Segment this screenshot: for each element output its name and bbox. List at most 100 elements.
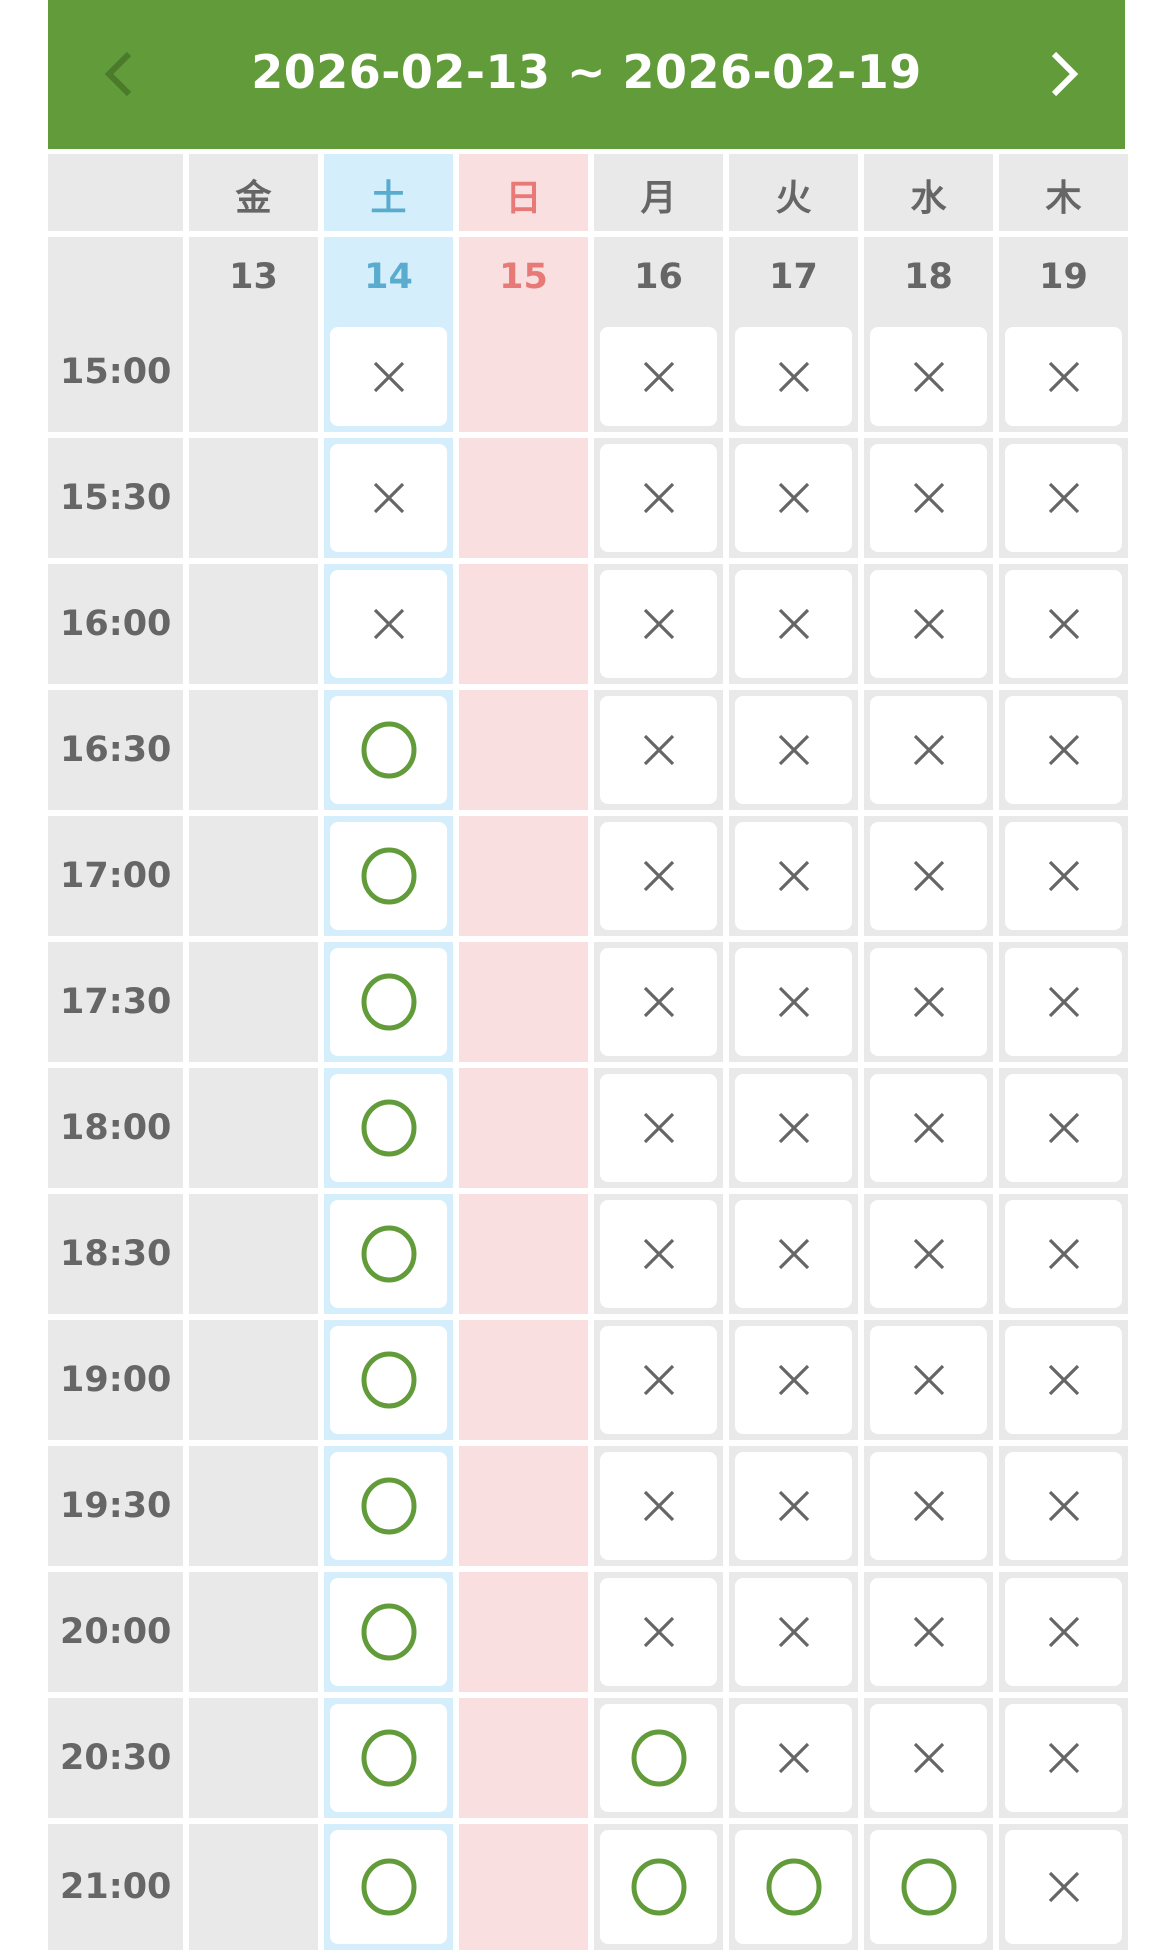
time-slot[interactable] xyxy=(999,1068,1128,1194)
time-slot[interactable] xyxy=(324,1824,453,1950)
time-slot[interactable] xyxy=(864,1824,993,1950)
time-slot[interactable] xyxy=(324,1194,453,1320)
time-slot[interactable] xyxy=(864,1194,993,1320)
time-slot[interactable] xyxy=(999,816,1128,942)
time-slot[interactable] xyxy=(729,1446,858,1572)
empty-slot xyxy=(459,564,588,690)
available-slot-button[interactable] xyxy=(330,948,447,1056)
unavailable-slot xyxy=(735,1578,852,1686)
time-slot[interactable] xyxy=(864,816,993,942)
time-slot[interactable] xyxy=(324,1572,453,1698)
empty-slot xyxy=(459,1194,588,1320)
available-slot-button[interactable] xyxy=(600,1704,717,1812)
time-slot[interactable] xyxy=(729,1068,858,1194)
time-label: 15:00 xyxy=(48,237,183,438)
time-slot[interactable] xyxy=(729,942,858,1068)
time-slot[interactable] xyxy=(999,1824,1128,1950)
available-slot-button[interactable] xyxy=(330,1578,447,1686)
empty-slot xyxy=(459,1446,588,1572)
time-slot[interactable] xyxy=(864,564,993,690)
unavailable-slot xyxy=(330,327,447,426)
time-slot[interactable] xyxy=(864,690,993,816)
available-slot-button[interactable] xyxy=(735,1830,852,1944)
time-slot[interactable] xyxy=(324,690,453,816)
available-slot-button[interactable] xyxy=(870,1830,987,1944)
time-slot[interactable] xyxy=(999,327,1128,438)
time-slot[interactable] xyxy=(594,1698,723,1824)
time-slot[interactable] xyxy=(729,327,858,438)
time-slot[interactable] xyxy=(729,1572,858,1698)
time-slot[interactable] xyxy=(594,1446,723,1572)
time-slot[interactable] xyxy=(324,1446,453,1572)
time-slot[interactable] xyxy=(864,1320,993,1446)
available-slot-button[interactable] xyxy=(330,1704,447,1812)
time-slot[interactable] xyxy=(729,1194,858,1320)
time-slot[interactable] xyxy=(999,690,1128,816)
available-slot-button[interactable] xyxy=(330,1200,447,1308)
time-slot[interactable] xyxy=(324,942,453,1068)
time-slot[interactable] xyxy=(324,1698,453,1824)
time-slot[interactable] xyxy=(594,1572,723,1698)
available-slot-button[interactable] xyxy=(330,1830,447,1944)
unavailable-slot xyxy=(735,444,852,552)
time-slot[interactable] xyxy=(864,1068,993,1194)
available-slot-button[interactable] xyxy=(600,1830,717,1944)
time-slot[interactable] xyxy=(864,438,993,564)
time-slot[interactable] xyxy=(324,438,453,564)
unavailable-slot xyxy=(330,444,447,552)
time-slot[interactable] xyxy=(324,327,453,438)
available-slot-button[interactable] xyxy=(330,1074,447,1182)
cross-icon xyxy=(1048,986,1079,1018)
unavailable-slot xyxy=(870,327,987,426)
time-slot[interactable] xyxy=(324,1068,453,1194)
time-slot[interactable] xyxy=(594,564,723,690)
time-slot[interactable] xyxy=(999,564,1128,690)
time-slot[interactable] xyxy=(999,1572,1128,1698)
time-slot[interactable] xyxy=(864,942,993,1068)
empty-slot xyxy=(459,942,588,1068)
empty-slot xyxy=(189,1320,318,1446)
time-slot[interactable] xyxy=(594,816,723,942)
next-week-button[interactable] xyxy=(1035,44,1095,104)
time-slot[interactable] xyxy=(729,564,858,690)
prev-week-button[interactable] xyxy=(88,44,148,104)
time-slot[interactable] xyxy=(594,438,723,564)
time-slot[interactable] xyxy=(729,816,858,942)
time-slot[interactable] xyxy=(324,1320,453,1446)
time-slot[interactable] xyxy=(324,564,453,690)
time-slot[interactable] xyxy=(729,1320,858,1446)
time-slot[interactable] xyxy=(729,1698,858,1824)
time-slot[interactable] xyxy=(594,1194,723,1320)
time-slot[interactable] xyxy=(324,816,453,942)
available-slot-button[interactable] xyxy=(330,696,447,804)
time-slot[interactable] xyxy=(999,1698,1128,1824)
empty-slot xyxy=(189,327,318,438)
unavailable-slot xyxy=(870,948,987,1056)
available-slot-button[interactable] xyxy=(330,1326,447,1434)
time-slot[interactable] xyxy=(729,690,858,816)
cross-icon xyxy=(643,986,674,1018)
time-slot[interactable] xyxy=(864,327,993,438)
cross-icon xyxy=(778,1490,809,1522)
time-slot[interactable] xyxy=(864,1698,993,1824)
unavailable-slot xyxy=(600,1578,717,1686)
time-slot[interactable] xyxy=(999,1320,1128,1446)
available-slot-button[interactable] xyxy=(330,1452,447,1560)
chevron-left-icon xyxy=(104,51,132,97)
time-slot[interactable] xyxy=(594,1320,723,1446)
time-slot[interactable] xyxy=(999,1194,1128,1320)
date-header: 15 xyxy=(459,237,588,327)
time-slot[interactable] xyxy=(594,327,723,438)
available-slot-button[interactable] xyxy=(330,822,447,930)
time-slot[interactable] xyxy=(594,690,723,816)
time-slot[interactable] xyxy=(594,1824,723,1950)
time-slot[interactable] xyxy=(594,1068,723,1194)
time-slot[interactable] xyxy=(864,1446,993,1572)
time-slot[interactable] xyxy=(999,942,1128,1068)
time-slot[interactable] xyxy=(999,1446,1128,1572)
time-slot[interactable] xyxy=(999,438,1128,564)
time-slot[interactable] xyxy=(864,1572,993,1698)
time-slot[interactable] xyxy=(594,942,723,1068)
time-slot[interactable] xyxy=(729,1824,858,1950)
time-slot[interactable] xyxy=(729,438,858,564)
